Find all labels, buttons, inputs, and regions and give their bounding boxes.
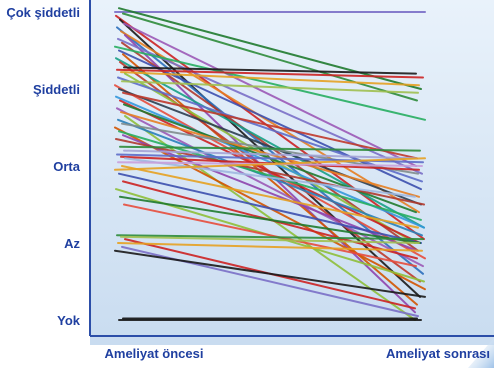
y-tick-label: Şiddetli [33,82,80,97]
series-line [120,235,420,244]
x-tick-label: Ameliyat sonrası [386,346,490,361]
series-line [116,107,424,268]
series-line [119,145,421,152]
series-line [123,22,417,167]
series-line [115,138,425,206]
x-tick-labels: Ameliyat öncesi Ameliyat sonrası [105,346,491,361]
series-layer [114,7,426,321]
series-line [114,45,426,121]
series-line [121,165,419,229]
series-line [117,242,423,252]
series-line [118,172,422,244]
series-line [119,195,421,244]
y-tick-label: Orta [53,159,81,174]
y-tick-label: Çok şiddetli [6,5,80,20]
series-line [123,203,417,268]
series-line [122,91,418,160]
series-line [122,12,418,102]
y-tick-label: Az [64,236,80,251]
series-line [117,37,423,175]
series-line [124,115,416,321]
series-line [123,149,417,160]
series-line [124,34,416,314]
series-line [115,57,425,229]
series-line [118,130,422,221]
y-tick-labels: Yok Az Orta Şiddetli Çok şiddetli [6,5,80,328]
x-tick-label: Ameliyat öncesi [105,346,204,361]
series-line [116,68,424,79]
series-line [121,80,419,94]
series-line [116,234,424,241]
series-line [123,66,417,75]
series-line [118,88,422,206]
series-line [120,71,420,87]
series-line [114,249,426,298]
page-corner [468,338,494,368]
series-line [117,76,423,183]
series-line [114,157,426,171]
series-line [124,157,416,198]
y-tick-label: Yok [57,313,81,328]
series-line [115,14,425,241]
